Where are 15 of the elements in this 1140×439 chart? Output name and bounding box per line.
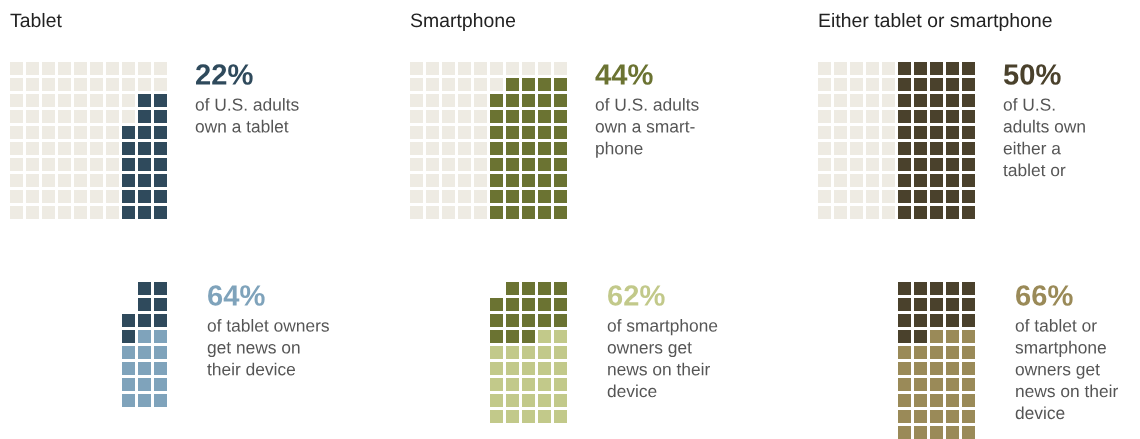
data-label: 64% xyxy=(208,285,265,306)
text: of U.S. adults own either a tablet or xyxy=(1003,98,1085,177)
text: Tablet xyxy=(10,12,62,28)
text: of tablet owners get news on their device xyxy=(207,319,329,376)
data-label: 22% xyxy=(196,64,253,85)
text: Either tablet or smartphone xyxy=(819,12,1052,32)
data-label: 44% xyxy=(595,64,653,85)
data-label: 50% xyxy=(1003,64,1061,85)
data-label: 66% xyxy=(1016,285,1073,306)
text: Smartphone xyxy=(410,12,516,32)
text: of tablet or smartphone owners get news on their device xyxy=(1015,319,1118,420)
text: of smartphone owners get news on their device xyxy=(607,319,718,398)
text: of U.S. adults own a tablet xyxy=(195,98,299,133)
data-label: 62% xyxy=(608,285,665,306)
text: of U.S. adults own a smart- phone xyxy=(595,98,699,158)
